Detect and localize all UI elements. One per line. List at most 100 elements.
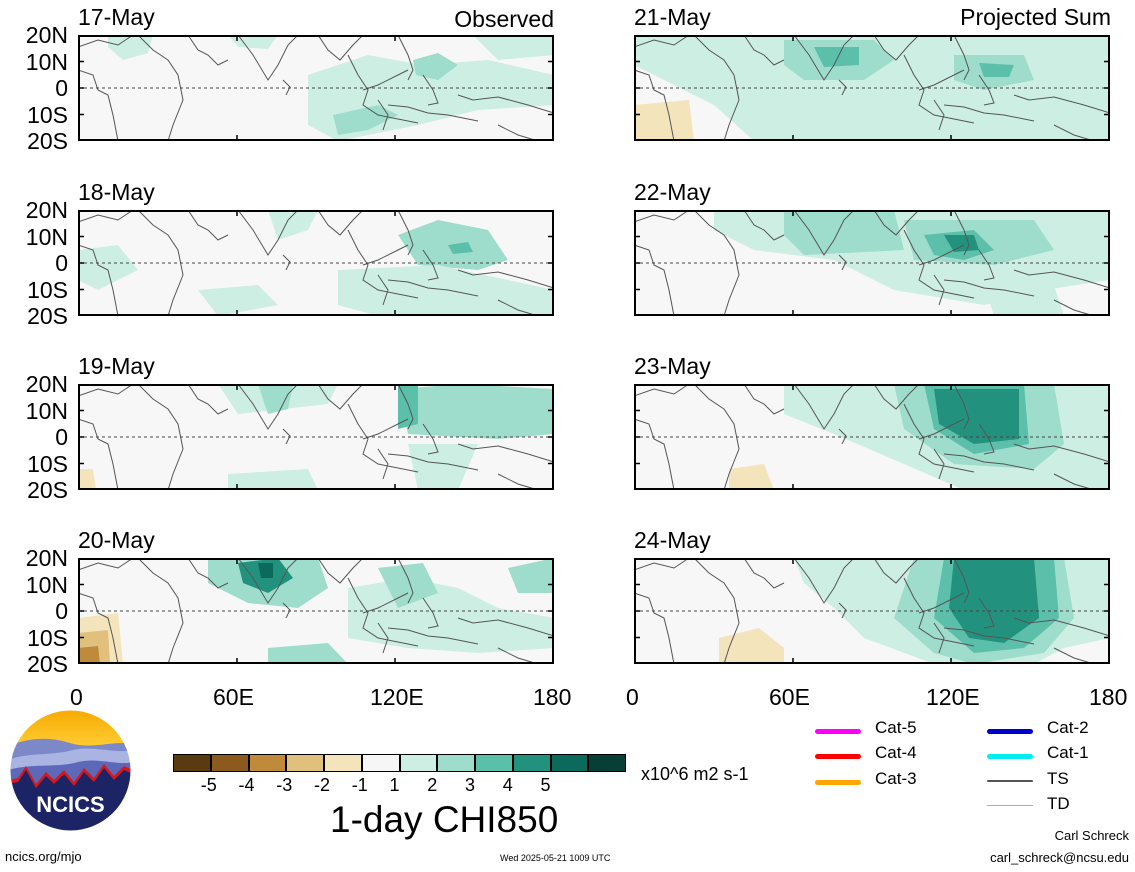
coastline [362, 244, 409, 266]
lat-label: 20S [27, 651, 68, 677]
lat-label: 10N [25, 223, 68, 250]
map-panel-24-may [633, 557, 1111, 665]
coastline [1013, 269, 1111, 289]
lon-label-180-left: 180 [533, 684, 572, 710]
storm-legend-label: Cat-3 [875, 769, 917, 788]
anomaly-contour [508, 558, 554, 593]
colorbar-title: 1-day CHI850 [330, 799, 559, 840]
coastline [793, 209, 855, 256]
colorbar-swatch [475, 754, 513, 772]
coastline [953, 383, 970, 430]
coastline [633, 209, 690, 223]
anomaly-contour [944, 235, 979, 252]
coastline [387, 279, 479, 297]
colorbar-swatch [286, 754, 324, 772]
anomaly-contour [198, 285, 278, 316]
panel-date-22: 22-May [634, 179, 711, 205]
coastline [873, 383, 920, 410]
lat-label: 10S [27, 276, 68, 303]
colorbar-tick-label: -5 [200, 775, 217, 795]
coastline [137, 383, 184, 491]
coastline [377, 448, 389, 480]
coastline [77, 69, 119, 142]
coastline [743, 209, 785, 241]
coastline [873, 209, 920, 236]
lon-label-0-right: 0 [626, 684, 639, 710]
coastline [187, 34, 229, 66]
colorbar-tick-label: 2 [427, 775, 438, 795]
storm-legend-label: Cat-4 [875, 743, 917, 762]
coastline [317, 34, 364, 61]
colorbar-swatch [588, 754, 626, 772]
colorbar-tick-label: -1 [351, 775, 368, 795]
lat-label: 0 [55, 598, 68, 624]
footer-timestamp: Wed 2025-05-21 1009 UTC [500, 853, 611, 863]
coastline [933, 448, 945, 480]
lat-label: 0 [55, 250, 68, 276]
coastline [743, 34, 785, 66]
coastline [457, 617, 555, 637]
coastline [1013, 617, 1111, 637]
colorbar-tick-label: -4 [238, 775, 255, 795]
coastline [422, 74, 439, 106]
coastline [422, 249, 439, 281]
coastline [282, 602, 291, 619]
panel-date-23: 23-May [634, 353, 711, 379]
lat-label: 10N [25, 397, 68, 424]
lat-label: 20N [25, 22, 68, 48]
coastline [918, 69, 965, 91]
coastline [187, 557, 229, 589]
anomaly-contour [413, 53, 458, 80]
anomaly-contour [719, 628, 784, 664]
colorbar-swatch [173, 754, 211, 772]
lat-label: 20N [25, 545, 68, 571]
coastline [237, 383, 299, 430]
observed-label: Observed [454, 6, 554, 32]
coastline [317, 557, 364, 584]
anomaly-contour [268, 210, 318, 240]
coastline [633, 244, 675, 317]
coastline [978, 597, 995, 629]
anomaly-contour [634, 100, 694, 141]
coastline [978, 423, 995, 455]
coastline [387, 453, 479, 471]
lat-label: 10N [25, 571, 68, 598]
lat-label: 10S [27, 624, 68, 651]
coastline [457, 269, 555, 289]
coastline [377, 274, 389, 306]
coastline [422, 597, 439, 629]
lon-label-60e-left: 60E [213, 684, 254, 710]
anomaly-contour [78, 469, 96, 490]
anomaly-contour [984, 285, 1064, 316]
anomaly-contour [473, 35, 554, 60]
lat-label: 20N [25, 371, 68, 397]
map-panel-23-may [633, 383, 1111, 491]
anomaly-contour [408, 444, 478, 490]
coastline [422, 423, 439, 455]
storm-legend-label: Cat-5 [875, 718, 917, 737]
colorbar-swatch [437, 754, 475, 772]
coastline [77, 592, 119, 665]
colorbar-tick-label: 4 [502, 775, 513, 795]
coastline [953, 557, 970, 604]
lat-label: 20S [27, 128, 68, 154]
coastline [903, 54, 975, 124]
coastline [77, 418, 119, 491]
footer-url: ncics.org/mjo [5, 849, 82, 864]
coastline [918, 592, 965, 614]
projected-label: Projected Sum [960, 4, 1111, 30]
map-panel-22-may [633, 209, 1111, 317]
lat-label: 10S [27, 450, 68, 477]
colorbar-units: x10^6 m2 s-1 [641, 764, 749, 784]
coastline [633, 69, 675, 142]
coastline [347, 229, 419, 299]
coastline [903, 403, 975, 473]
anomaly-contour [333, 105, 398, 135]
map-panel-20-may [77, 557, 555, 665]
coastline [347, 54, 419, 124]
anomaly-contour [784, 210, 904, 255]
coastline [457, 94, 555, 114]
anomaly-contour [979, 63, 1014, 77]
colorbar-swatch [550, 754, 589, 772]
panel-date-19: 19-May [78, 353, 155, 379]
